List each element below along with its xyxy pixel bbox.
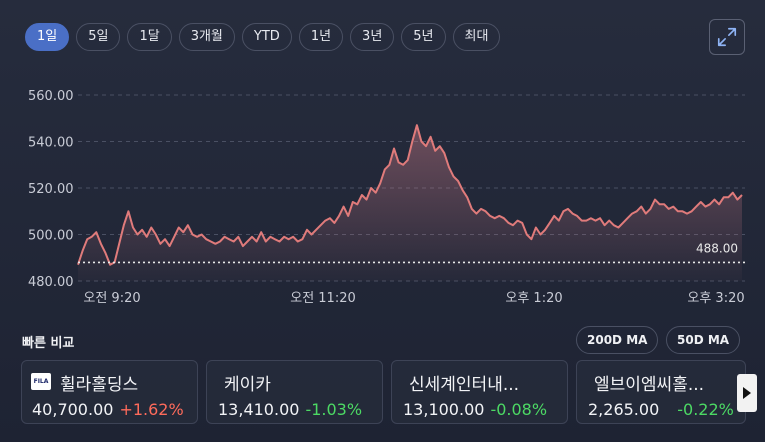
compare-card-sikorea[interactable]: 신세계인터내... 13,100.00 -0.08% [391,360,568,424]
y-tick-label: 520.00 [28,182,74,197]
price-chart[interactable]: 560.00 540.00 520.00 500.00 480.00 488.00 오전… [0,75,765,315]
stock-price: 2,265.00 [588,400,660,419]
compare-card-kcar[interactable]: 케이카 13,410.00 -1.03% [206,360,383,424]
compare-title: 빠른 비교 [22,336,75,351]
stock-price: 13,410.00 [218,400,300,419]
fila-logo: FILA [31,373,51,390]
tab-1d[interactable]: 1일 [25,23,70,51]
compare-card-lvmc[interactable]: 엘브이엠씨홀... 2,265.00 -0.22% [576,360,746,424]
chevron-right-icon [743,387,751,399]
stock-price-row: 2,265.00 -0.22% [588,400,734,419]
expand-arrows-icon [717,27,737,47]
x-tick-label: 오후 3:20 [687,291,744,306]
stock-change: +1.62% [119,400,184,419]
ma-200d-button[interactable]: 200D MA [576,326,659,354]
y-tick-label: 560.00 [28,89,74,104]
stock-price-row: 13,410.00 -1.03% [218,400,362,419]
stock-name: 케이카 [224,375,271,395]
stock-name: 신세계인터내... [409,375,520,395]
tab-1y[interactable]: 1년 [298,23,344,51]
stock-change: -1.03% [305,400,363,419]
stock-name: 엘브이엠씨홀... [594,375,705,395]
tab-5y[interactable]: 5년 [401,23,446,51]
price-area [78,125,742,281]
stock-price-row: 40,700.00 +1.62% [32,400,184,419]
tab-ytd[interactable]: YTD [241,23,292,51]
stock-name: 휠라홀딩스 [60,375,139,395]
y-tick-label: 500.00 [28,229,74,244]
x-tick-label: 오전 11:20 [290,291,356,306]
price-line [77,124,743,266]
next-button[interactable] [737,374,757,412]
x-axis: 오전 9:20 오전 11:20 오후 1:20 오후 3:20 [83,291,744,306]
compare-card-fila[interactable]: FILA 휠라홀딩스 40,700.00 +1.62% [21,360,198,424]
stock-price: 13,100.00 [403,400,485,419]
stock-change: -0.08% [490,400,548,419]
reference-label: 488.00 [696,241,738,255]
tab-1m[interactable]: 1달 [127,23,172,51]
y-tick-label: 540.00 [28,136,74,151]
stock-price: 40,700.00 [32,400,114,419]
x-tick-label: 오전 9:20 [83,291,140,306]
x-tick-label: 오후 1:20 [505,291,562,306]
stock-price-row: 13,100.00 -0.08% [403,400,547,419]
y-tick-label: 480.00 [28,275,74,290]
expand-button[interactable] [709,19,745,55]
tab-3m[interactable]: 3개월 [178,23,235,51]
tab-max[interactable]: 최대 [452,23,501,51]
tab-3y[interactable]: 3년 [350,23,395,51]
y-axis: 560.00 540.00 520.00 500.00 480.00 [28,89,74,290]
stock-change: -0.22% [677,400,734,419]
range-tabs: 1일 5일 1달 3개월 YTD 1년 3년 5년 최대 [25,23,501,51]
tab-5d[interactable]: 5일 [76,23,121,51]
ma-50d-button[interactable]: 50D MA [666,326,741,354]
